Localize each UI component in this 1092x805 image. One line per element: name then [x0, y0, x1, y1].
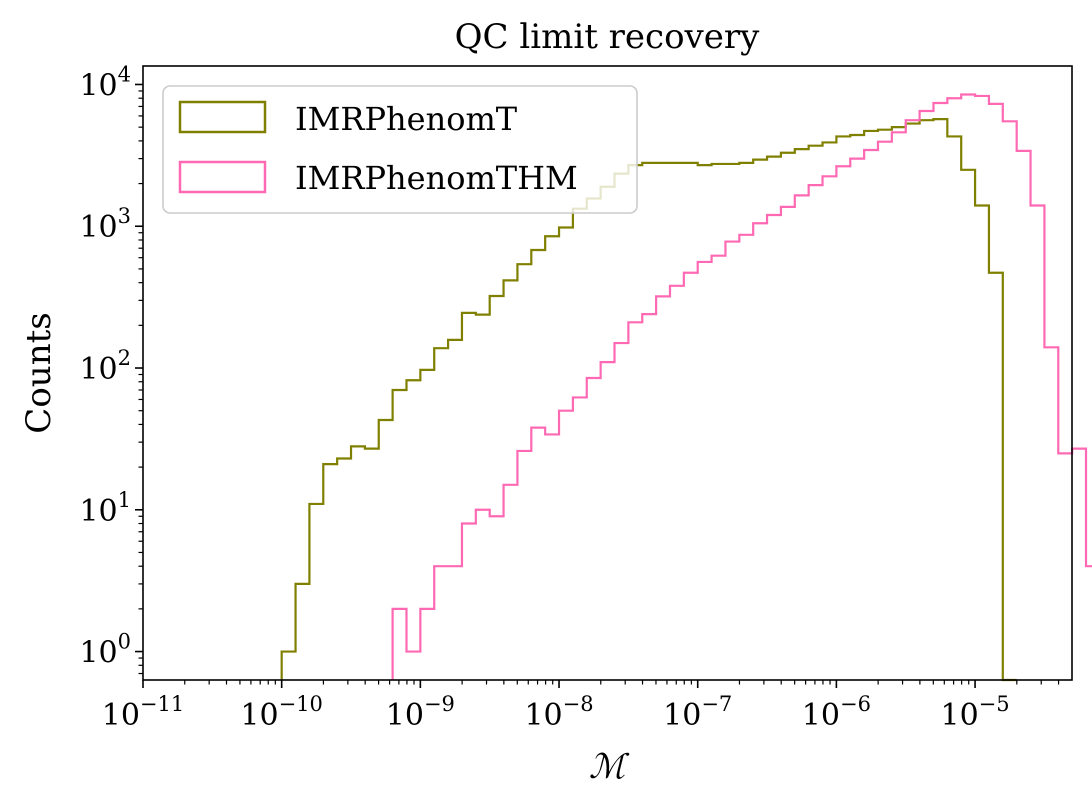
y-tick-base: 10: [79, 636, 117, 671]
x-tick-base: 10: [102, 698, 140, 733]
y-tick-exponent: 2: [118, 346, 131, 370]
x-tick-exponent: −9: [424, 692, 455, 716]
y-tick-base: 10: [79, 210, 117, 245]
legend-swatch-imrphenomt: [178, 100, 267, 134]
x-tick-exponent: −11: [140, 692, 184, 716]
y-tick-label: 100: [79, 630, 131, 671]
y-tick-exponent: 3: [118, 204, 131, 228]
y-tick-label: 103: [79, 204, 131, 245]
x-tick-base: 10: [386, 698, 424, 733]
chart-title: QC limit recovery: [455, 17, 760, 57]
x-tick-label: 10−6: [802, 692, 871, 733]
x-tick-exponent: −7: [701, 692, 732, 716]
legend-label-imrphenomthm: IMRPhenomTHM: [295, 159, 578, 197]
x-tick-base: 10: [524, 698, 562, 733]
x-tick-base: 10: [940, 698, 978, 733]
y-tick-exponent: 0: [118, 630, 131, 654]
y-tick-base: 10: [79, 494, 117, 529]
x-tick-label: 10−11: [102, 692, 185, 733]
x-tick-base: 10: [802, 698, 840, 733]
x-tick-base: 10: [663, 698, 701, 733]
x-tick-label: 10−10: [240, 692, 323, 733]
x-axis-label: ℳ: [589, 747, 630, 787]
x-tick-exponent: −10: [279, 692, 323, 716]
x-tick-label: 10−7: [663, 692, 732, 733]
plot-frame: [142, 65, 1073, 681]
y-tick-exponent: 1: [118, 488, 131, 512]
x-tick-label: 10−9: [386, 692, 455, 733]
legend: IMRPhenomT IMRPhenomTHM: [162, 85, 638, 214]
series-1-histogram: [391, 93, 1092, 680]
x-tick-exponent: −8: [563, 692, 594, 716]
y-axis-label: Counts: [19, 312, 59, 433]
x-tick-label: 10−8: [524, 692, 593, 733]
x-tick-exponent: −5: [979, 692, 1010, 716]
y-tick-base: 10: [79, 352, 117, 387]
y-tick-label: 104: [79, 62, 131, 103]
x-tick-label: 10−5: [940, 692, 1009, 733]
y-tick-base: 10: [79, 68, 117, 103]
x-tick-base: 10: [240, 698, 278, 733]
y-tick-label: 101: [79, 488, 131, 529]
x-tick-exponent: −6: [840, 692, 871, 716]
legend-label-imrphenomt: IMRPhenomT: [295, 100, 518, 138]
legend-box: [162, 85, 638, 214]
y-tick-label: 102: [79, 346, 131, 387]
legend-swatch-imrphenomthm: [178, 160, 267, 194]
y-tick-exponent: 4: [118, 62, 131, 86]
axis-ticks: 10−11 10−10 10−9 10−8 10−7 10−6 10−51001011021…: [79, 62, 1060, 733]
